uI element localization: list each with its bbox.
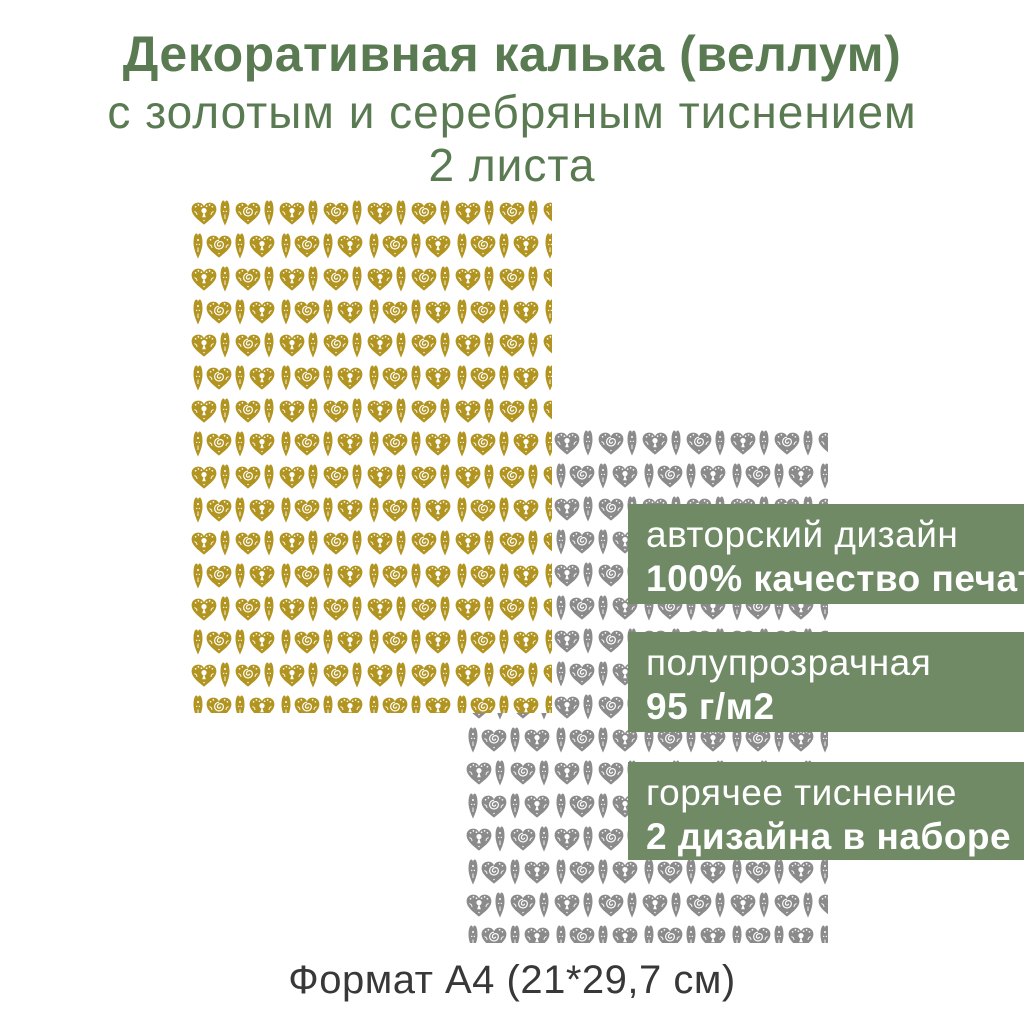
badge-embossing-line2: 2 дизайна в наборе (646, 816, 1012, 857)
badge-design-line2: 100% качество печати (646, 558, 1024, 599)
gold-heart-pattern (190, 198, 552, 713)
badge-paper-line2: 95 г/м2 (646, 686, 775, 727)
feature-badge-paper: полупрозрачная 95 г/м2 (628, 632, 1024, 732)
feature-badge-embossing: горячее тиснение 2 дизайна в наборе (628, 762, 1024, 860)
badge-design-line1: авторский дизайн (646, 514, 959, 555)
badge-embossing-line1: горячее тиснение (646, 772, 957, 813)
gold-vellum-sheet (190, 198, 552, 713)
sheet-count: 2 листа (428, 139, 596, 192)
badge-paper-line1: полупрозрачная (646, 642, 932, 683)
product-subtitle: с золотым и серебряным тиснением (107, 86, 917, 138)
product-title: Декоративная калька (веллум) (122, 26, 902, 82)
title-block: Декоративная калька (веллум) с золотым и… (0, 24, 1024, 191)
format-note: Формат А4 (21*29,7 см) (288, 958, 736, 1002)
feature-badge-design: авторский дизайн 100% качество печати (628, 504, 1024, 604)
